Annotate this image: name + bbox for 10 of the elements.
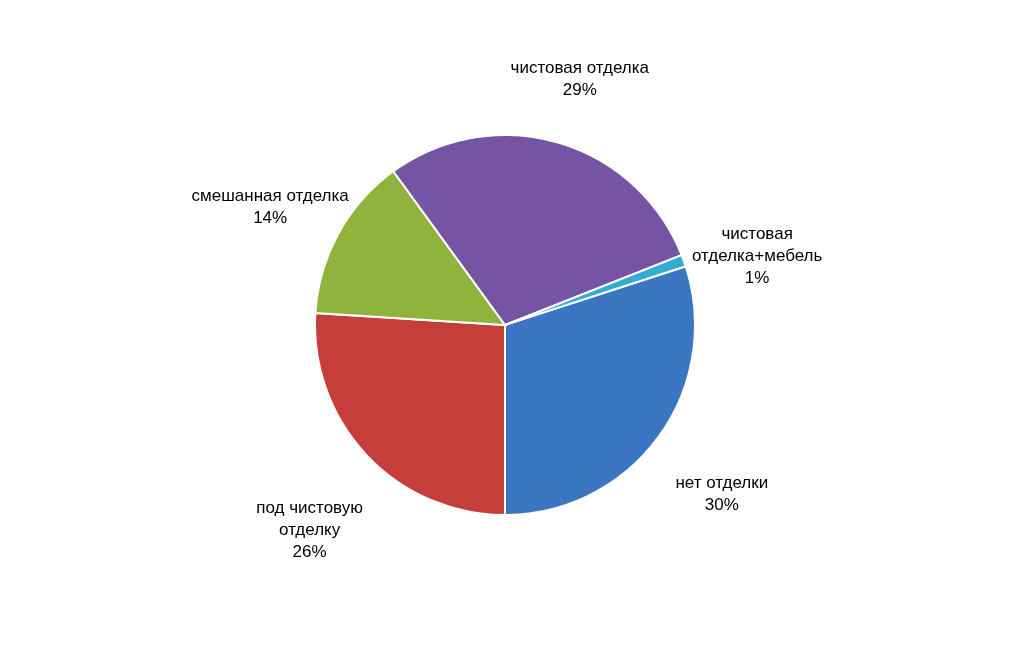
- data-label: 26%: [292, 542, 327, 562]
- slice-label: чистовая отделка: [510, 57, 650, 77]
- data-label: 14%: [253, 207, 288, 227]
- data-label: 1%: [744, 268, 770, 288]
- slice-label: смешанная отделка: [191, 185, 350, 205]
- data-label: 30%: [704, 494, 739, 514]
- slice-label: под чистовую отделку: [256, 498, 364, 540]
- slice-label: нет отделки: [675, 472, 769, 492]
- data-label: 29%: [562, 79, 597, 99]
- slice-label: чистовая отделка+мебель: [691, 224, 823, 266]
